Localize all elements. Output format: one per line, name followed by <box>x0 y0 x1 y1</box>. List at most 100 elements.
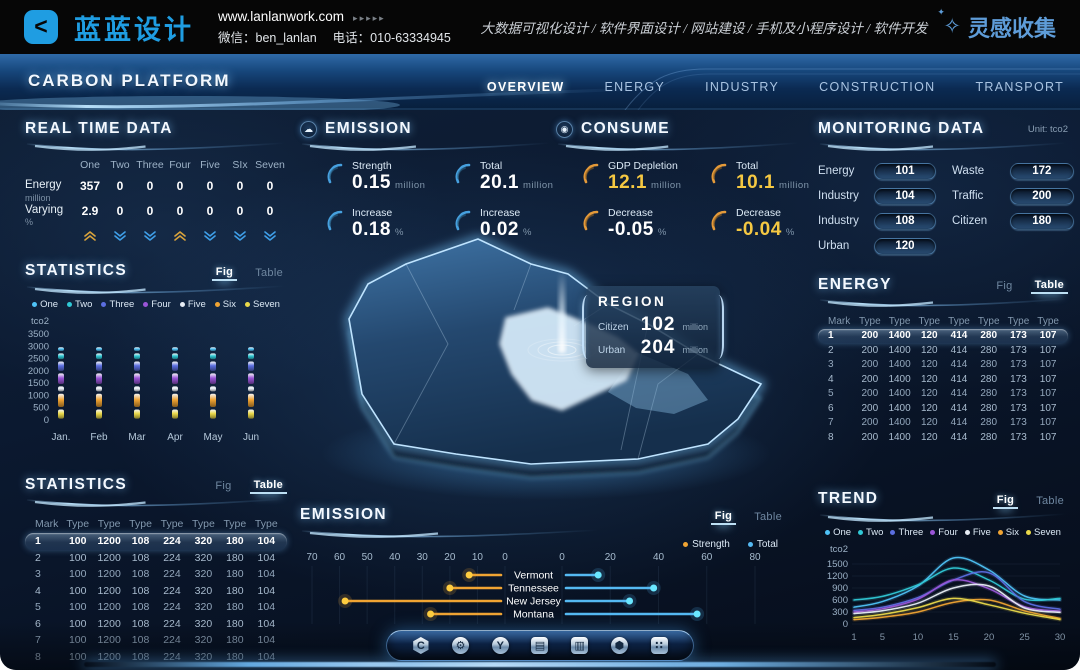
table-cell: 414 <box>950 417 968 429</box>
monitoring-label: Traffic <box>952 190 984 202</box>
table-toggle[interactable]: Table <box>754 511 782 523</box>
monitoring-label: Waste <box>952 165 985 177</box>
table-cell: 280 <box>980 344 998 356</box>
stat-text: Decrease -0.04% <box>736 207 795 241</box>
table-cell: 107 <box>1039 431 1057 443</box>
svg-text:300: 300 <box>832 607 848 618</box>
tab-overview[interactable]: OVERVIEW <box>486 80 565 94</box>
table-cell: 320 <box>194 568 213 581</box>
table-toggle[interactable]: Table <box>1036 495 1064 507</box>
table-row[interactable]: 3 100 1200 108 224 320 180 104 <box>25 566 287 583</box>
table-row[interactable]: 4 200 1400 120 414 280 173 107 <box>818 372 1068 387</box>
tab-transport[interactable]: TRANSPORT <box>975 80 1064 94</box>
sparkle-star-icon: ✧ ✦ <box>937 8 961 38</box>
table-cell: 104 <box>257 601 276 614</box>
inspiration-collect[interactable]: ✧ ✦ 灵感收集 <box>937 8 1056 43</box>
realtime-row-unit: % <box>25 217 34 228</box>
table-cell: 108 <box>131 601 150 614</box>
table-row[interactable]: 3 200 1400 120 414 280 173 107 <box>818 358 1068 373</box>
table-cell: 224 <box>163 568 181 581</box>
consume-stats-title: CONSUME <box>581 120 671 137</box>
region-3d-map[interactable] <box>306 224 784 506</box>
trend-down-icon <box>255 228 285 246</box>
table-cell: 120 <box>920 417 938 429</box>
column-header: Type <box>948 315 970 327</box>
table-row[interactable]: 7 200 1400 120 414 280 173 107 <box>818 416 1068 431</box>
table-row[interactable]: 1 100 1200 108 224 320 180 104 <box>25 533 287 550</box>
table-row[interactable]: 4 100 1200 108 224 320 180 104 <box>25 583 287 600</box>
column-header: Mark <box>35 517 59 530</box>
legend-item-four: Four <box>930 527 958 538</box>
column-header: Type <box>192 517 215 530</box>
media-icon[interactable]: Y <box>491 637 509 654</box>
fig-toggle[interactable]: Fig <box>710 509 737 525</box>
table-row[interactable]: 5 100 1200 108 224 320 180 104 <box>25 599 287 616</box>
table-row[interactable]: 5 200 1400 120 414 280 173 107 <box>818 387 1068 402</box>
table-cell: 5 <box>828 388 834 400</box>
arc-icon <box>583 210 599 231</box>
table-cell: 100 <box>68 601 87 614</box>
tab-industry[interactable]: INDUSTRY <box>705 80 780 94</box>
realtime-panel: REAL TIME DATA One Two Three Four Five SIx Sev… <box>25 120 287 246</box>
realtime-column-header: Three <box>136 159 164 171</box>
emission-chart-svg: 70 60 50 40 30 20 10 0 0 20 40 60 80 VermontTennessee… <box>306 552 761 624</box>
gear-icon[interactable]: ⚙ <box>452 637 470 654</box>
table-toggle[interactable]: Table <box>249 478 287 494</box>
table-cell: 200 <box>861 344 879 356</box>
column-header: Type <box>160 517 184 530</box>
legend-dot <box>1026 530 1031 535</box>
kiosk-icon[interactable]: ▤ <box>531 637 549 654</box>
legend-dot <box>67 302 73 307</box>
table-row[interactable]: 1 200 1400 120 414 280 173 107 <box>818 328 1068 343</box>
phone-label: 电话：010-63334945 <box>332 30 451 45</box>
svg-text:Mar: Mar <box>128 432 146 443</box>
stat-value: 0.02% <box>480 218 532 240</box>
nut-icon[interactable]: ⬢ <box>610 637 628 654</box>
table-cell: 414 <box>950 344 968 356</box>
table-cell: 1200 <box>97 584 121 597</box>
svg-text:20: 20 <box>605 552 617 563</box>
table-cell: 120 <box>920 388 938 400</box>
table-cell: 120 <box>920 402 938 414</box>
table-row[interactable]: 8 200 1400 120 414 280 173 107 <box>818 430 1068 445</box>
table-row[interactable]: 2 200 1400 120 414 280 173 107 <box>818 343 1068 358</box>
energy-table-panel: ENERGY Fig Table Mark Type Type Type Type Type… <box>818 276 1068 445</box>
section-underline-swoosh <box>557 142 799 151</box>
table-cell: 224 <box>163 535 181 548</box>
column-header: Type <box>888 315 911 327</box>
statistics-table-title: STATISTICS <box>25 476 128 493</box>
fig-toggle[interactable]: Fig <box>215 480 232 492</box>
trend-title: TREND <box>818 490 879 507</box>
fig-toggle[interactable]: Fig <box>996 280 1013 292</box>
website-link[interactable]: www.lanlanwork.com <box>218 8 345 24</box>
legend-item-three: Three <box>101 299 134 310</box>
arc-icon <box>455 163 471 184</box>
section-underline-swoosh <box>26 142 286 151</box>
table-cell: 200 <box>861 359 879 371</box>
table-cell: 280 <box>980 417 998 429</box>
region-stat-unit: million <box>682 345 708 355</box>
table-cell: 100 <box>68 551 87 564</box>
fig-toggle[interactable]: Fig <box>211 265 238 281</box>
apps-icon[interactable]: ∷ <box>650 637 668 654</box>
stat-value: 12.1 million <box>608 172 682 193</box>
region-stat-value: 204 <box>640 337 676 358</box>
realtime-value: 0 <box>146 179 154 193</box>
table-toggle[interactable]: Table <box>255 267 283 279</box>
table-toggle[interactable]: Table <box>1030 278 1068 294</box>
legend-dot <box>683 542 689 547</box>
table-row[interactable]: 6 200 1400 120 414 280 173 107 <box>818 401 1068 416</box>
tab-construction[interactable]: CONSTRUCTION <box>819 80 936 94</box>
tab-energy[interactable]: ENERGY <box>604 80 666 94</box>
table-row[interactable]: 2 100 1200 108 224 320 180 104 <box>25 550 287 567</box>
legend-item-one: One <box>825 527 851 538</box>
services-list: 大数据可视化设计 / 软件界面设计 / 网站建设 / 手机及小程序设计 / 软件… <box>480 21 928 36</box>
home-icon[interactable]: C <box>413 637 429 654</box>
stat-label: Total <box>736 160 759 172</box>
stat-label: GDP Depletion <box>608 160 678 172</box>
board-icon[interactable]: ▥ <box>571 637 589 654</box>
fig-toggle[interactable]: Fig <box>992 493 1019 509</box>
header-swoosh-decoration <box>0 68 1080 110</box>
statistics-fig-title: STATISTICS <box>25 262 128 279</box>
column-header: Type <box>918 315 941 327</box>
